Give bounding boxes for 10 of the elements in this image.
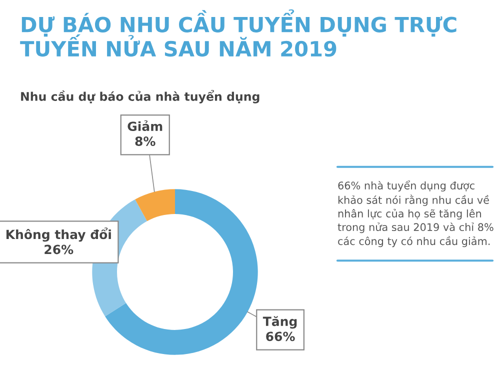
slice-label: Không thay đổi <box>6 228 111 242</box>
text: 66% nhà tuyển dụng được khảo sát nói rằng nhu cầu về nhân lực của họ sẽ tăng lên trong nửa sau 2019 và chỉ 8% các công ty có nhu cầu giảm. <box>338 180 494 248</box>
data-label: 26% <box>44 244 74 254</box>
chart-title: DỰ BÁO NHU CẦU TUYỂN DỤNG TRỰC TUYẾN NỬA SAU NĂM 2019 <box>20 9 456 57</box>
data-label: 8% <box>135 136 156 146</box>
data-label: 66% <box>266 332 295 342</box>
chart-subtitle: Nhu cầu dự báo của nhà tuyển dụng <box>21 90 260 104</box>
slice-label: Giảm <box>128 120 162 132</box>
slice-label: Tăng <box>262 316 297 329</box>
donut-slice <box>135 189 175 222</box>
